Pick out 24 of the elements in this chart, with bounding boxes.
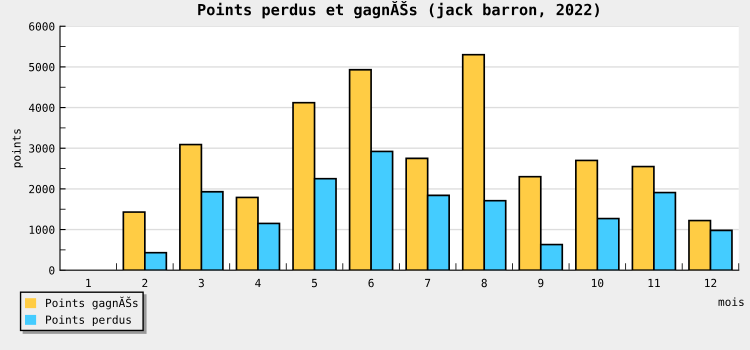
y-tick-label: 6000 — [29, 22, 54, 31]
x-tick-label: 3 — [198, 278, 204, 288]
x-tick-label: 5 — [312, 278, 317, 288]
y-tick-label: 0 — [49, 266, 54, 275]
x-tick-label: 4 — [255, 278, 261, 288]
x-tick-label: 7 — [425, 278, 430, 288]
y-tick-label: 3000 — [29, 144, 54, 153]
y-tick-label: 1000 — [30, 226, 54, 234]
x-tick-label: 9 — [538, 278, 544, 288]
y-axis-title: points — [12, 129, 23, 168]
x-tick-label: 10 — [592, 278, 604, 288]
x-tick-label: 2 — [142, 278, 148, 288]
x-tick-label: 1 — [86, 278, 91, 288]
chart-title: Points perdus et gagnĂŠs (jack barron, 2022) — [198, 0, 599, 18]
y-tick-label: 5000 — [29, 62, 54, 72]
x-axis-title: mois — [718, 297, 744, 306]
x-tick-label: 8 — [482, 278, 487, 288]
legend-label: Points gagnĂŠs — [46, 296, 138, 310]
x-tick-label: 12 — [705, 278, 716, 288]
y-tick-label: 4000 — [28, 104, 54, 112]
y-tick-label: 2000 — [29, 184, 54, 194]
x-tick-label: 11 — [648, 278, 660, 288]
x-tick-label: 6 — [368, 278, 374, 288]
legend-label: Points perdus — [46, 315, 131, 326]
